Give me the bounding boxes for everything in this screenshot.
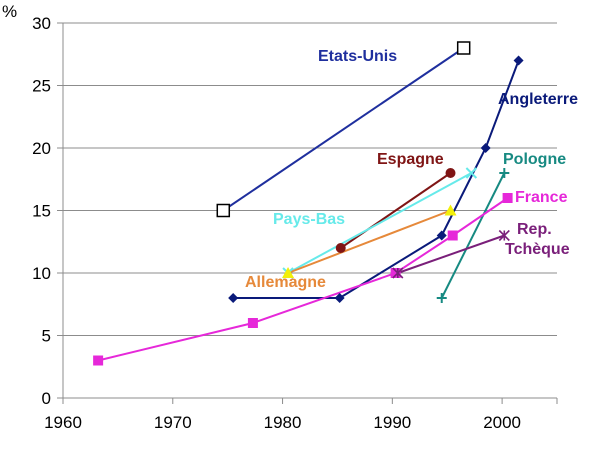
series-markers <box>93 41 524 366</box>
axes <box>57 22 558 404</box>
point-etats-unis-0 <box>216 203 231 218</box>
point-allemagne-1 <box>444 204 457 216</box>
series-label-pays-bas: Pays-Bas <box>273 211 345 228</box>
y-tick-label-10: 10 <box>32 264 51 283</box>
point-france-3 <box>447 230 458 241</box>
y-tick-label-25: 25 <box>32 77 51 96</box>
series-label-rep-tch-que: Rep. Tchèque <box>505 221 570 258</box>
series-line-pologne <box>440 172 506 299</box>
point-angleterre-3 <box>480 143 491 153</box>
series-line-angleterre <box>233 60 520 299</box>
point-etats-unis-1 <box>456 41 471 55</box>
point-pologne-0 <box>436 293 447 303</box>
point-france-1 <box>247 318 258 328</box>
y-tick-label-5: 5 <box>42 327 51 346</box>
point-angleterre-4 <box>513 55 524 66</box>
point-angleterre-2 <box>436 230 447 241</box>
y-tick-label-20: 20 <box>32 139 51 158</box>
x-tick-label-2000: 2000 <box>483 413 521 432</box>
point-france-4 <box>502 193 513 203</box>
point-france-2 <box>390 268 401 278</box>
series-label-pologne: Pologne <box>503 151 566 168</box>
x-tick-label-1980: 1980 <box>264 413 302 432</box>
y-tick-label-0: 0 <box>42 389 51 408</box>
x-tick-label-1960: 1960 <box>44 413 82 432</box>
point-angleterre-0 <box>228 293 239 303</box>
series-line-rep-tch-que <box>397 234 505 274</box>
point-rep-tch-que-0 <box>392 267 404 279</box>
series-line-allemagne <box>287 209 451 274</box>
point-pologne-1 <box>499 168 510 178</box>
point-pays-bas-1 <box>465 167 478 179</box>
tick-labels: 0 5 10 15 20 25 30 1960 1970 1980 1990 2000 <box>32 14 521 432</box>
point-rep-tch-que-1 <box>498 229 510 242</box>
series-label-france: France <box>515 189 568 206</box>
series-label-angleterre: Angleterre <box>498 91 578 108</box>
y-unit-label: % <box>2 2 17 21</box>
series-label-espagne: Espagne <box>377 151 444 168</box>
series-line-pays-bas <box>287 172 472 274</box>
point-espagne-1 <box>445 168 456 178</box>
point-espagne-0 <box>335 243 346 253</box>
point-angleterre-1 <box>334 293 345 303</box>
x-tick-label-1990: 1990 <box>373 413 411 432</box>
y-tick-label-30: 30 <box>32 14 51 33</box>
x-tick-label-1970: 1970 <box>154 413 192 432</box>
y-tick-label-15: 15 <box>32 202 51 221</box>
grid-lines <box>63 22 557 336</box>
series-line-espagne <box>340 172 452 249</box>
series-line-etats-unis <box>222 47 465 212</box>
point-allemagne-0 <box>282 267 295 278</box>
series-label-allemagne: Allemagne <box>245 274 326 291</box>
point-france-0 <box>93 355 104 366</box>
series-lines <box>97 47 520 362</box>
series-labels: Etats-Unis Angleterre Espagne Pays-Bas Allem… <box>245 48 578 291</box>
series-label-etats-unis: Etats-Unis <box>318 48 397 65</box>
